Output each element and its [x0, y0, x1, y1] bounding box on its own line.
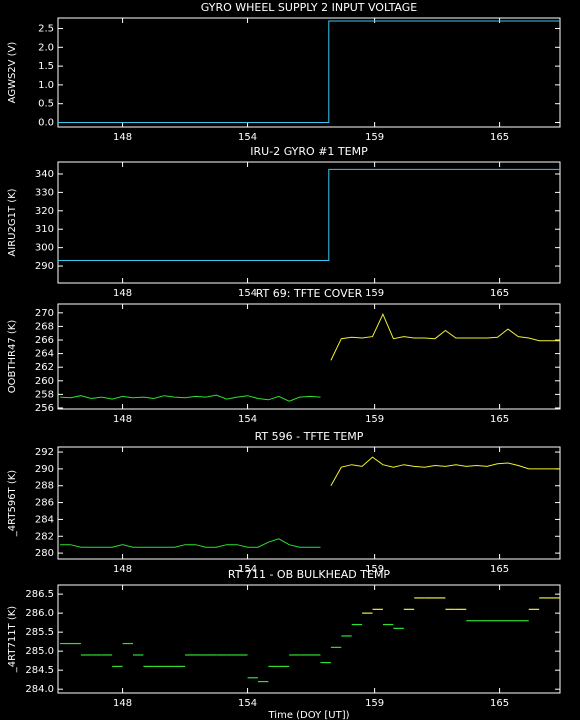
chart-title: RT 596 - TFTE TEMP: [255, 430, 364, 443]
y-axis-label: _4RT596T (K): [7, 470, 18, 538]
y-tick-label: 266: [35, 335, 54, 346]
plot-frame: [57, 161, 561, 284]
y-tick-label: 320: [35, 206, 54, 217]
y-axis-label: OOBTHR47 (K): [7, 320, 18, 394]
y-tick-label: 284.5: [25, 665, 54, 676]
plot-frame: [57, 17, 561, 128]
y-tick-label: 270: [35, 308, 54, 319]
data-line: [330, 312, 560, 361]
x-tick-label: 159: [365, 564, 384, 575]
x-tick-label: 165: [490, 698, 509, 709]
x-tick-label: 154: [238, 564, 257, 575]
y-tick-label: 0.5: [38, 99, 54, 110]
y-tick-label: 0.0: [38, 117, 54, 128]
plot-frame: [57, 584, 561, 694]
y-tick-label: 285.0: [25, 646, 54, 657]
x-tick-label: 148: [113, 132, 132, 143]
y-tick-label: 2.0: [38, 42, 54, 53]
y-tick-label: 300: [35, 243, 54, 254]
y-tick-label: 2.5: [38, 24, 54, 35]
y-tick-label: 256: [35, 403, 54, 414]
y-tick-label: 268: [35, 321, 54, 332]
data-line: [60, 394, 321, 402]
y-tick-label: 264: [35, 349, 54, 360]
x-tick-label: 154: [238, 698, 257, 709]
data-line: [330, 456, 560, 486]
y-tick-label: 258: [35, 389, 54, 400]
y-tick-label: 286.0: [25, 608, 54, 619]
x-tick-label: 159: [365, 132, 384, 143]
y-tick-label: 286.5: [25, 589, 54, 600]
y-axis-label: AIRU2G1T (K): [7, 188, 18, 256]
x-tick-label: 148: [113, 414, 132, 425]
x-tick-label: 159: [365, 698, 384, 709]
x-tick-label: 165: [490, 414, 509, 425]
x-tick-label: 148: [113, 698, 132, 709]
x-tick-label: 165: [490, 564, 509, 575]
data-line: [60, 538, 321, 548]
x-tick-label: 154: [238, 288, 257, 299]
y-tick-label: 290: [35, 464, 54, 475]
y-axis-label: AGWS2V (V): [7, 42, 18, 104]
x-tick-label: 148: [113, 564, 132, 575]
y-tick-label: 284: [35, 514, 54, 525]
y-tick-label: 284.0: [25, 684, 54, 695]
plot-frame: [57, 446, 561, 560]
chart-title: IRU-2 GYRO #1 TEMP: [250, 145, 368, 158]
chart-title: RT 711 - OB BULKHEAD TEMP: [228, 568, 391, 581]
data-line: [58, 20, 560, 123]
y-tick-label: 262: [35, 362, 54, 373]
x-tick-label: 148: [113, 288, 132, 299]
y-tick-label: 286: [35, 498, 54, 509]
chart-title: RT 69: TFTE COVER: [256, 287, 363, 300]
x-tick-label: 165: [490, 132, 509, 143]
y-tick-label: 282: [35, 531, 54, 542]
x-tick-label: 159: [365, 414, 384, 425]
y-tick-label: 290: [35, 261, 54, 272]
y-axis-label: _4RT711T (K): [7, 606, 18, 674]
y-tick-label: 288: [35, 481, 54, 492]
y-tick-label: 285.5: [25, 627, 54, 638]
x-tick-label: 165: [490, 288, 509, 299]
y-tick-label: 1.5: [38, 61, 54, 72]
x-axis-label: Time (DOY [UT]): [268, 710, 350, 720]
x-tick-label: 154: [238, 414, 257, 425]
y-tick-label: 260: [35, 376, 54, 387]
plot-frame: [57, 303, 561, 410]
chart-title: GYRO WHEEL SUPPLY 2 INPUT VOLTAGE: [201, 1, 418, 14]
data-line: [58, 168, 560, 261]
y-tick-label: 1.0: [38, 80, 54, 91]
y-tick-label: 330: [35, 187, 54, 198]
y-tick-label: 340: [35, 169, 54, 180]
y-tick-label: 280: [35, 548, 54, 559]
x-tick-label: 154: [238, 132, 257, 143]
y-tick-label: 292: [35, 447, 54, 458]
x-tick-label: 159: [365, 288, 384, 299]
y-tick-label: 310: [35, 224, 54, 235]
